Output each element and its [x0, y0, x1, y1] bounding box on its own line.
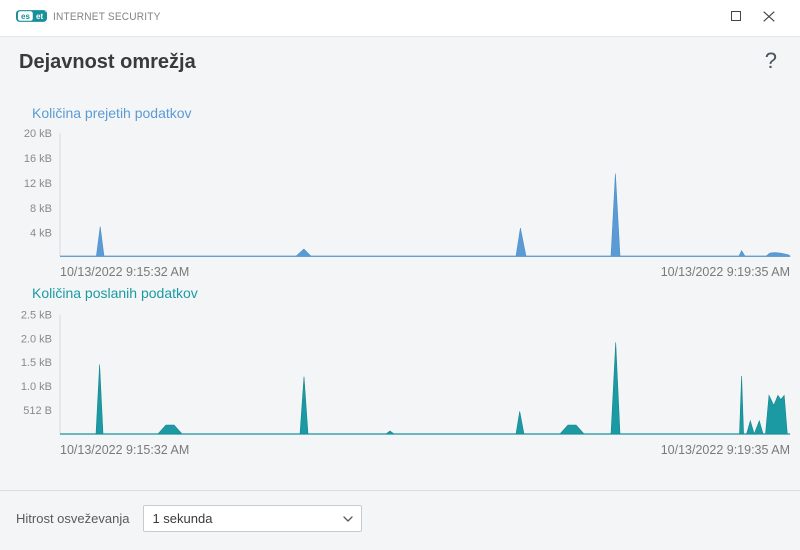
svg-text:1.5 kB: 1.5 kB	[21, 357, 52, 369]
svg-text:2.5 kB: 2.5 kB	[21, 310, 52, 322]
svg-text:4 kB: 4 kB	[30, 228, 52, 240]
svg-text:10/13/2022 9:19:35 AM: 10/13/2022 9:19:35 AM	[661, 265, 790, 279]
svg-text:12 kB: 12 kB	[24, 178, 52, 190]
svg-text:512 B: 512 B	[23, 405, 52, 417]
svg-text:1.0 kB: 1.0 kB	[21, 381, 52, 393]
svg-text:2.0 kB: 2.0 kB	[21, 333, 52, 345]
svg-text:10/13/2022 9:15:32 AM: 10/13/2022 9:15:32 AM	[60, 265, 189, 279]
svg-text:10/13/2022 9:19:35 AM: 10/13/2022 9:19:35 AM	[661, 443, 790, 457]
svg-text:10/13/2022 9:15:32 AM: 10/13/2022 9:15:32 AM	[60, 443, 189, 457]
svg-text:16 kB: 16 kB	[24, 153, 52, 165]
svg-text:8 kB: 8 kB	[30, 203, 52, 215]
svg-text:20 kB: 20 kB	[24, 128, 52, 140]
